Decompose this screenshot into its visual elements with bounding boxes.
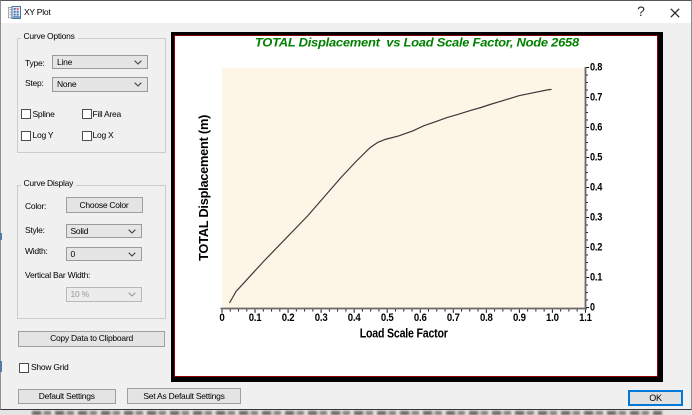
svg-text:0.4: 0.4 [348,312,362,324]
svg-text:1.1: 1.1 [579,312,592,324]
svg-text:0.8: 0.8 [590,62,602,74]
svg-text:1.0: 1.0 [546,312,559,324]
svg-text:0.3: 0.3 [590,212,602,224]
svg-text:TOTAL Displacement (m): TOTAL Displacement (m) [196,115,211,261]
svg-text:0.8: 0.8 [480,312,493,324]
svg-text:0: 0 [590,302,595,314]
svg-text:TOTAL Displacement vs Load Sc: TOTAL Displacement vs Load Scale Factor,… [255,36,579,50]
svg-text:0.9: 0.9 [513,312,526,324]
svg-text:0.7: 0.7 [590,92,602,104]
svg-text:0.1: 0.1 [249,312,262,324]
svg-text:0.5: 0.5 [590,152,602,164]
svg-text:Load Scale Factor: Load Scale Factor [360,325,448,340]
svg-text:0: 0 [219,312,224,324]
svg-text:0.6: 0.6 [414,312,427,324]
svg-text:0.6: 0.6 [590,122,602,134]
svg-text:0.2: 0.2 [282,312,295,324]
svg-text:0.4: 0.4 [590,182,603,194]
svg-text:0.5: 0.5 [381,312,394,324]
svg-text:0.1: 0.1 [590,272,602,284]
svg-text:0.3: 0.3 [315,312,328,324]
svg-text:0.7: 0.7 [447,312,460,324]
svg-text:0.2: 0.2 [590,242,602,254]
